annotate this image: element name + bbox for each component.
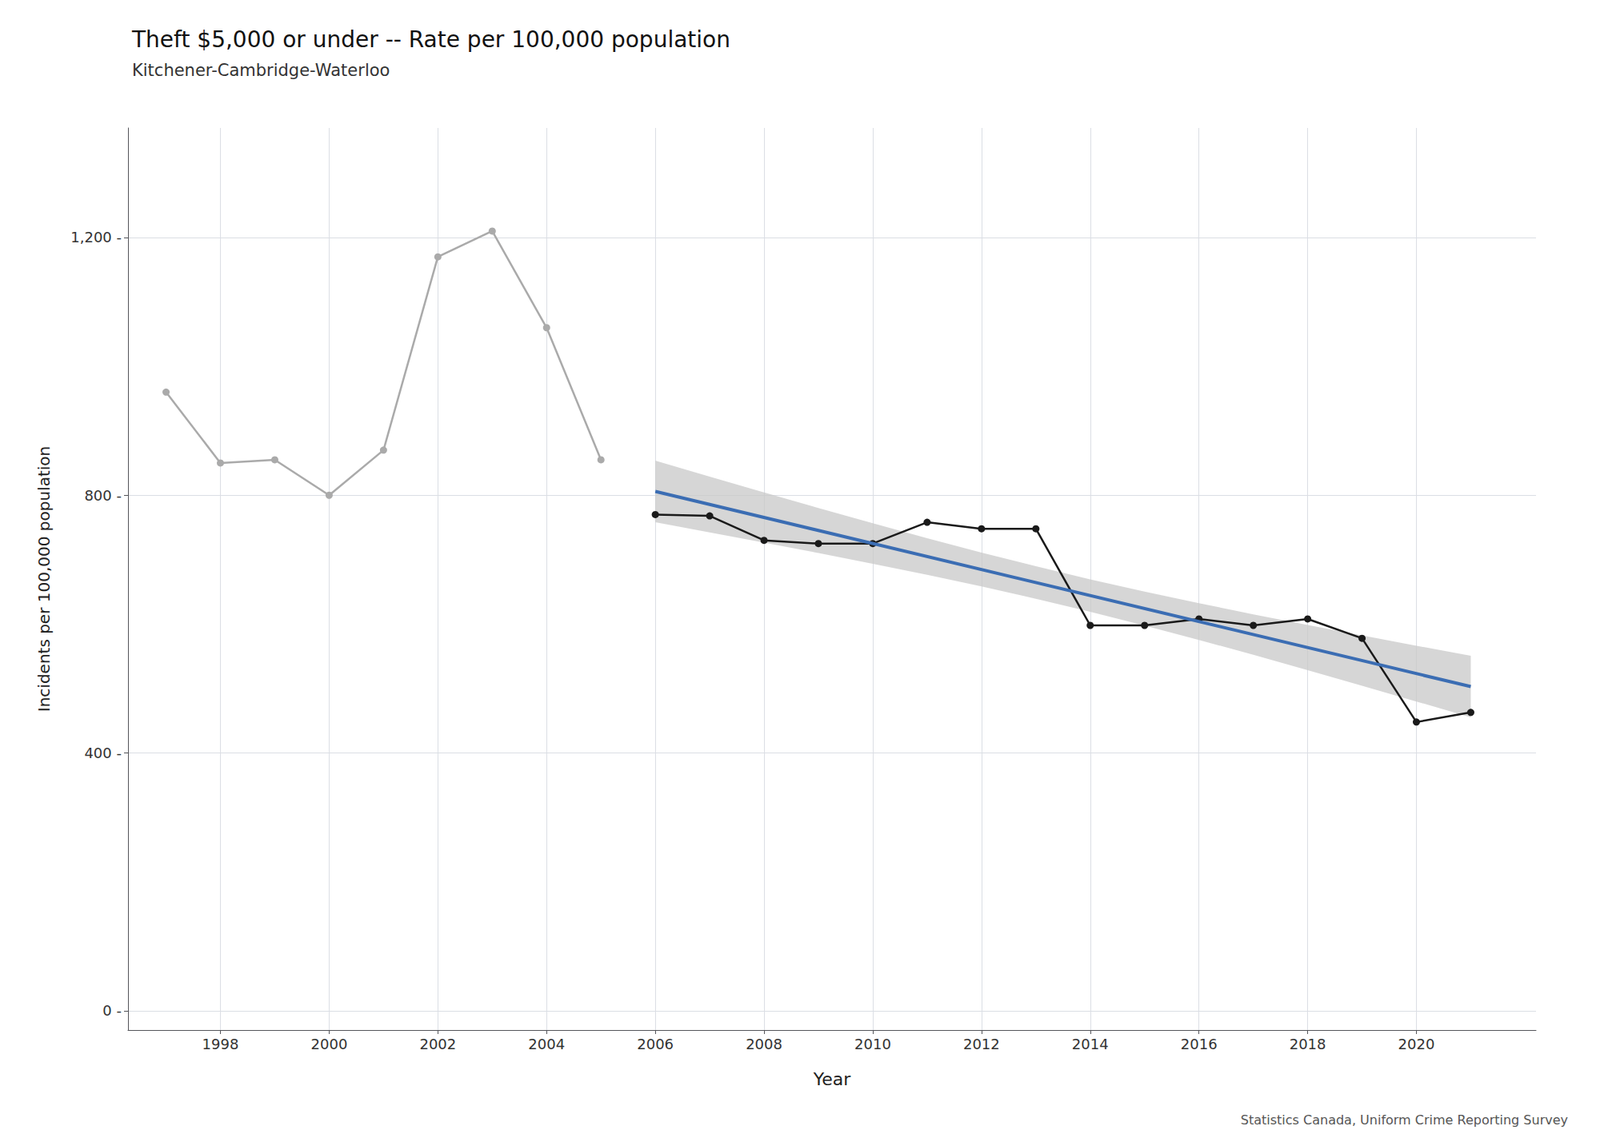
svg-text:Statistics Canada, Uniform Cri: Statistics Canada, Uniform Crime Reporti… xyxy=(1240,1112,1568,1128)
svg-text:Theft $5,000 or under -- Rate: Theft $5,000 or under -- Rate per 100,00… xyxy=(131,26,731,53)
svg-text:2016: 2016 xyxy=(1180,1036,1218,1053)
svg-text:2014: 2014 xyxy=(1072,1036,1109,1053)
svg-text:2018: 2018 xyxy=(1289,1036,1327,1053)
svg-text:400 -: 400 - xyxy=(84,744,122,762)
svg-text:2020: 2020 xyxy=(1398,1036,1436,1053)
svg-text:2004: 2004 xyxy=(528,1036,565,1053)
svg-text:2006: 2006 xyxy=(636,1036,674,1053)
svg-text:Incidents per 100,000 populati: Incidents per 100,000 population xyxy=(34,446,54,713)
svg-text:0 -: 0 - xyxy=(102,1002,122,1020)
svg-text:Kitchener-Cambridge-Waterloo: Kitchener-Cambridge-Waterloo xyxy=(132,60,390,80)
svg-text:2010: 2010 xyxy=(854,1036,892,1053)
svg-text:1998: 1998 xyxy=(202,1036,240,1053)
svg-text:2002: 2002 xyxy=(419,1036,456,1053)
svg-text:2000: 2000 xyxy=(311,1036,348,1053)
svg-text:2008: 2008 xyxy=(745,1036,783,1053)
svg-text:1,200 -: 1,200 - xyxy=(70,228,122,246)
svg-text:800 -: 800 - xyxy=(84,487,122,504)
svg-text:Year: Year xyxy=(812,1069,852,1090)
svg-text:2012: 2012 xyxy=(963,1036,1000,1053)
